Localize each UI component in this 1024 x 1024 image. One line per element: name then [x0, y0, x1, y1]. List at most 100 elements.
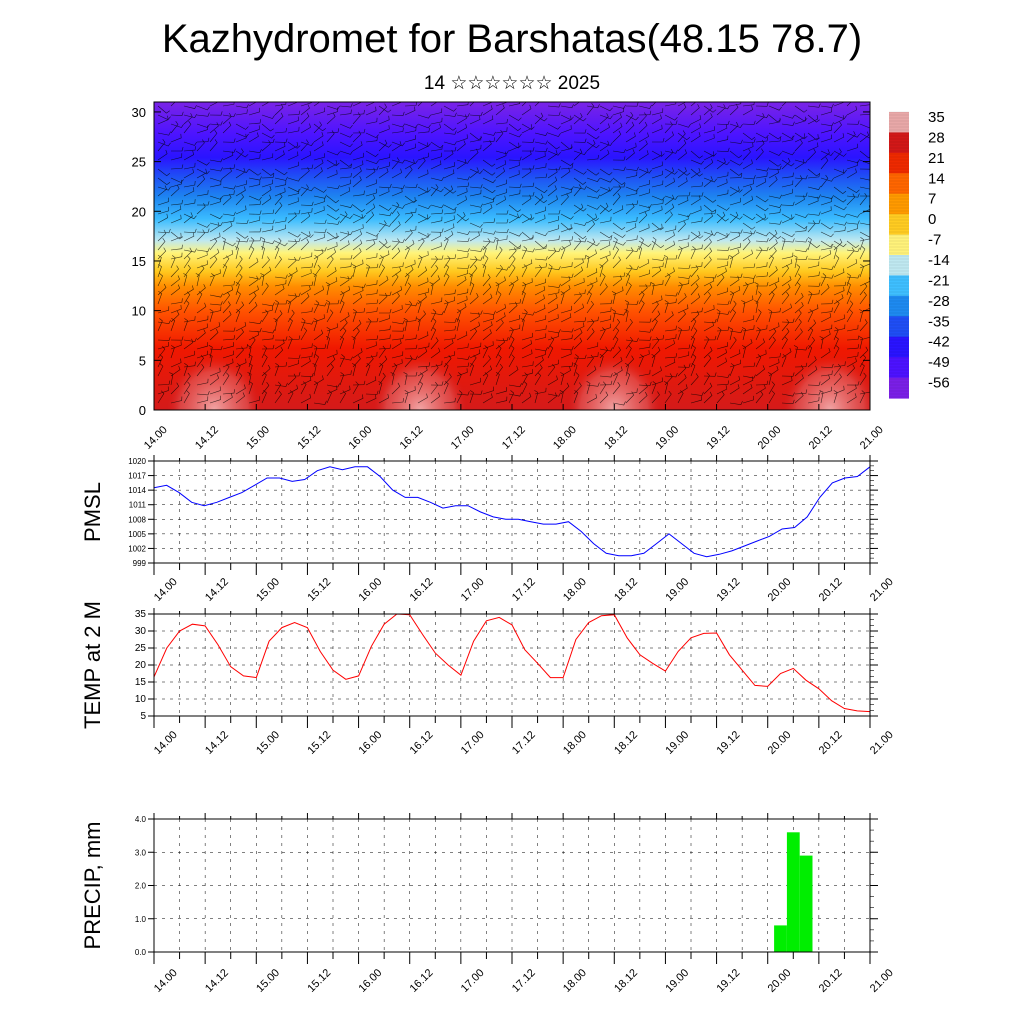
- wind-barb: [443, 325, 456, 332]
- wind-barb: [560, 372, 565, 386]
- wind-barb: [157, 213, 169, 224]
- wind-barb: [430, 231, 442, 242]
- wind-barb: [157, 264, 162, 278]
- wind-barb: [339, 141, 353, 148]
- wind-barb: [274, 336, 288, 341]
- wind-barb: [521, 213, 535, 221]
- wind-barb: [521, 165, 535, 170]
- colorbar-label: 35: [928, 109, 945, 126]
- wind-barb: [833, 213, 847, 218]
- wind-barb: [729, 159, 743, 166]
- wind-barb: [300, 281, 314, 287]
- x-tick-label: 21.00: [868, 729, 896, 757]
- wind-barb: [612, 184, 622, 197]
- wind-barb: [742, 383, 753, 395]
- wind-barb: [573, 138, 587, 143]
- y-tick-label: 0: [139, 403, 146, 418]
- wind-barb: [664, 298, 677, 305]
- wind-barb: [547, 392, 561, 397]
- wind-barb: [391, 359, 403, 368]
- wind-barb: [183, 350, 195, 359]
- x-tick-label: 16.00: [356, 729, 384, 757]
- wind-barb: [651, 310, 661, 323]
- wind-barb: [365, 252, 378, 260]
- wind-barb: [261, 302, 275, 307]
- wind-barb: [209, 129, 218, 143]
- wind-barb: [625, 355, 634, 368]
- warm-core: [166, 355, 262, 410]
- wind-barb: [221, 237, 226, 251]
- wind-barb: [300, 376, 312, 386]
- wind-barb: [521, 264, 528, 278]
- wind-barb: [859, 186, 870, 190]
- wind-barb: [456, 195, 467, 206]
- wind-barb: [494, 237, 499, 251]
- wind-barb: [638, 350, 650, 359]
- colorbar-label: 7: [928, 191, 936, 208]
- wind-barb: [235, 273, 243, 287]
- wind-barb: [703, 212, 713, 224]
- wind-barb: [313, 247, 327, 252]
- wind-barb: [716, 373, 730, 378]
- wind-barb: [833, 121, 842, 134]
- wind-barb: [300, 231, 311, 242]
- wind-barb: [534, 347, 548, 352]
- wind-barb: [288, 372, 301, 377]
- wind-barb: [261, 282, 269, 296]
- wind-barb: [573, 204, 587, 212]
- wind-barb: [456, 343, 469, 350]
- wind-barb: [547, 247, 557, 260]
- wind-barb: [157, 238, 166, 251]
- wind-barb: [651, 300, 659, 314]
- wind-barb: [391, 111, 405, 117]
- wind-barb: [339, 230, 350, 242]
- wind-barb: [209, 306, 222, 314]
- wind-barb: [365, 341, 377, 350]
- wind-barb: [846, 381, 860, 386]
- wind-barb: [313, 132, 324, 143]
- wind-barb: [456, 390, 463, 404]
- wind-barb: [430, 347, 441, 359]
- wind-barb: [677, 279, 690, 287]
- wind-barb: [807, 356, 817, 368]
- wind-barb: [378, 363, 384, 377]
- wind-barb: [625, 223, 637, 233]
- wind-barb: [183, 104, 197, 109]
- wind-barb: [820, 107, 832, 116]
- wind-barb: [521, 339, 533, 350]
- wind-barb: [365, 289, 378, 296]
- wind-barb: [690, 345, 696, 359]
- wind-barb: [625, 391, 635, 404]
- wind-barb: [508, 327, 514, 341]
- wind-barb: [495, 195, 506, 206]
- wind-barb: [339, 312, 350, 323]
- wind-barb: [404, 282, 412, 296]
- wind-barb: [313, 233, 325, 242]
- wind-barb: [703, 105, 717, 113]
- wind-barb: [352, 308, 365, 314]
- wind-barb: [248, 148, 262, 154]
- wind-barb: [534, 304, 546, 314]
- wind-barb: [313, 264, 321, 278]
- wind-barb: [755, 172, 768, 179]
- wind-barb: [807, 309, 814, 323]
- wind-barb: [612, 336, 619, 350]
- wind-barb: [781, 291, 790, 305]
- wind-barb: [430, 160, 442, 170]
- wind-barb: [625, 216, 638, 224]
- wind-barb: [469, 349, 481, 359]
- wind-barb: [807, 211, 821, 216]
- wind-barb: [378, 264, 385, 278]
- wind-barb: [716, 178, 728, 188]
- wind-barb: [625, 247, 634, 260]
- wind-barb: [248, 319, 262, 325]
- wind-barb: [599, 380, 613, 386]
- y-tick-label: 10: [132, 304, 146, 319]
- wind-barb: [287, 373, 297, 386]
- wind-barb: [703, 247, 713, 260]
- wind-barb: [755, 272, 768, 278]
- wind-barb: [274, 180, 287, 188]
- wind-barb: [729, 300, 737, 314]
- wind-barb: [352, 381, 359, 395]
